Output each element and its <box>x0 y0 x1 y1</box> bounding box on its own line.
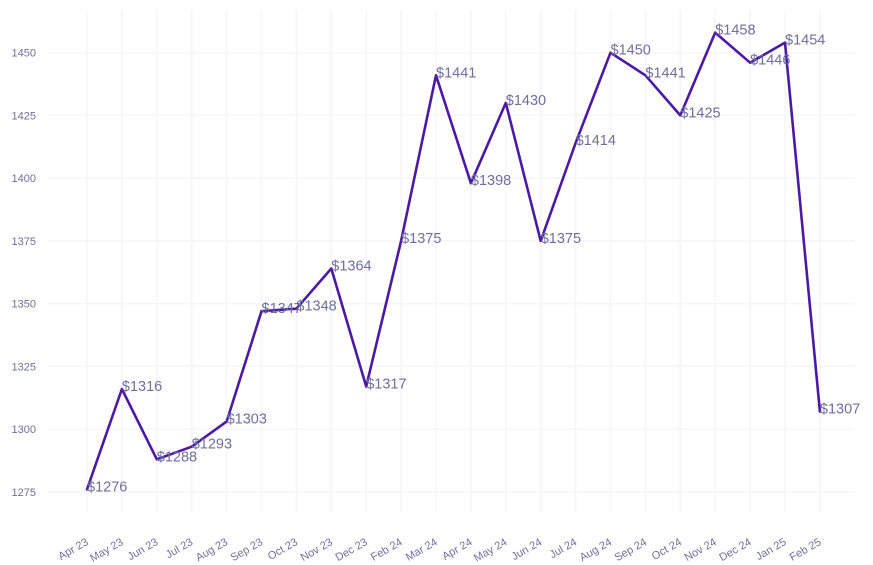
x-tick-label: Oct 23 <box>266 536 300 563</box>
x-tick-label: Jul 24 <box>548 536 579 561</box>
data-label: $1276 <box>87 479 127 495</box>
y-tick-label: 1375 <box>12 236 36 248</box>
data-label: $1347 <box>262 301 302 317</box>
y-tick-label: 1350 <box>12 299 36 311</box>
x-tick-label: May 23 <box>88 536 125 564</box>
x-tick-label: Nov 24 <box>683 536 719 564</box>
x-tick-label: Aug 23 <box>194 536 230 564</box>
y-axis-ticks: 1275 1300 1325 1350 1375 1400 1425 1450 <box>12 48 36 499</box>
data-label: $1375 <box>401 231 441 247</box>
x-tick-label: Dec 24 <box>717 536 753 564</box>
series-line <box>85 31 822 491</box>
y-gridlines <box>48 51 855 493</box>
x-tick-label: Mar 24 <box>404 536 440 564</box>
y-tick-label: 1400 <box>12 173 36 185</box>
data-label: $1414 <box>576 133 616 149</box>
x-tick-label: Oct 24 <box>650 536 684 563</box>
data-label: $1293 <box>192 437 232 453</box>
x-tick-label: Apr 23 <box>56 536 90 563</box>
x-tick-label: Jan 25 <box>754 536 789 563</box>
data-label: $1425 <box>680 105 720 121</box>
data-label: $1398 <box>471 173 511 189</box>
y-tick-label: 1275 <box>12 487 36 499</box>
x-tick-label: Jul 23 <box>164 536 195 561</box>
x-tick-label: Dec 23 <box>334 536 370 564</box>
x-tick-label: May 24 <box>472 536 509 564</box>
data-label: $1348 <box>296 299 336 315</box>
x-tick-label: Aug 24 <box>578 536 614 564</box>
data-label: $1441 <box>645 65 685 81</box>
y-tick-label: 1425 <box>12 110 36 122</box>
x-tick-label: Nov 23 <box>299 536 335 564</box>
x-tick-label: Feb 25 <box>788 536 824 564</box>
data-label: $1430 <box>506 93 546 109</box>
data-label: $1303 <box>227 412 267 428</box>
data-label: $1288 <box>157 449 197 465</box>
data-label: $1446 <box>750 53 790 69</box>
data-label: $1375 <box>541 231 581 247</box>
x-tick-label: Feb 24 <box>369 536 405 564</box>
x-tick-label: Jun 24 <box>510 536 545 563</box>
data-label: $1441 <box>436 65 476 81</box>
x-tick-label: Sep 23 <box>229 536 265 564</box>
y-tick-label: 1300 <box>12 424 36 436</box>
x-tick-label: Sep 24 <box>613 536 649 564</box>
data-label: $1307 <box>820 402 860 418</box>
y-tick-label: 1450 <box>12 48 36 60</box>
data-label: $1364 <box>331 259 371 275</box>
x-tick-label: Apr 24 <box>440 536 474 563</box>
x-gridlines <box>86 10 821 512</box>
data-label: $1458 <box>715 23 755 39</box>
y-tick-label: 1325 <box>12 361 36 373</box>
series-price <box>85 31 822 491</box>
x-tick-label: Jun 23 <box>126 536 161 563</box>
data-labels: $1276 $1316 $1288$1293 $1303 $1347$1348 $1364… <box>87 23 860 496</box>
data-label: $1317 <box>366 377 406 393</box>
data-label: $1316 <box>122 379 162 395</box>
data-label: $1454 <box>785 33 825 49</box>
data-label: $1450 <box>611 43 651 59</box>
